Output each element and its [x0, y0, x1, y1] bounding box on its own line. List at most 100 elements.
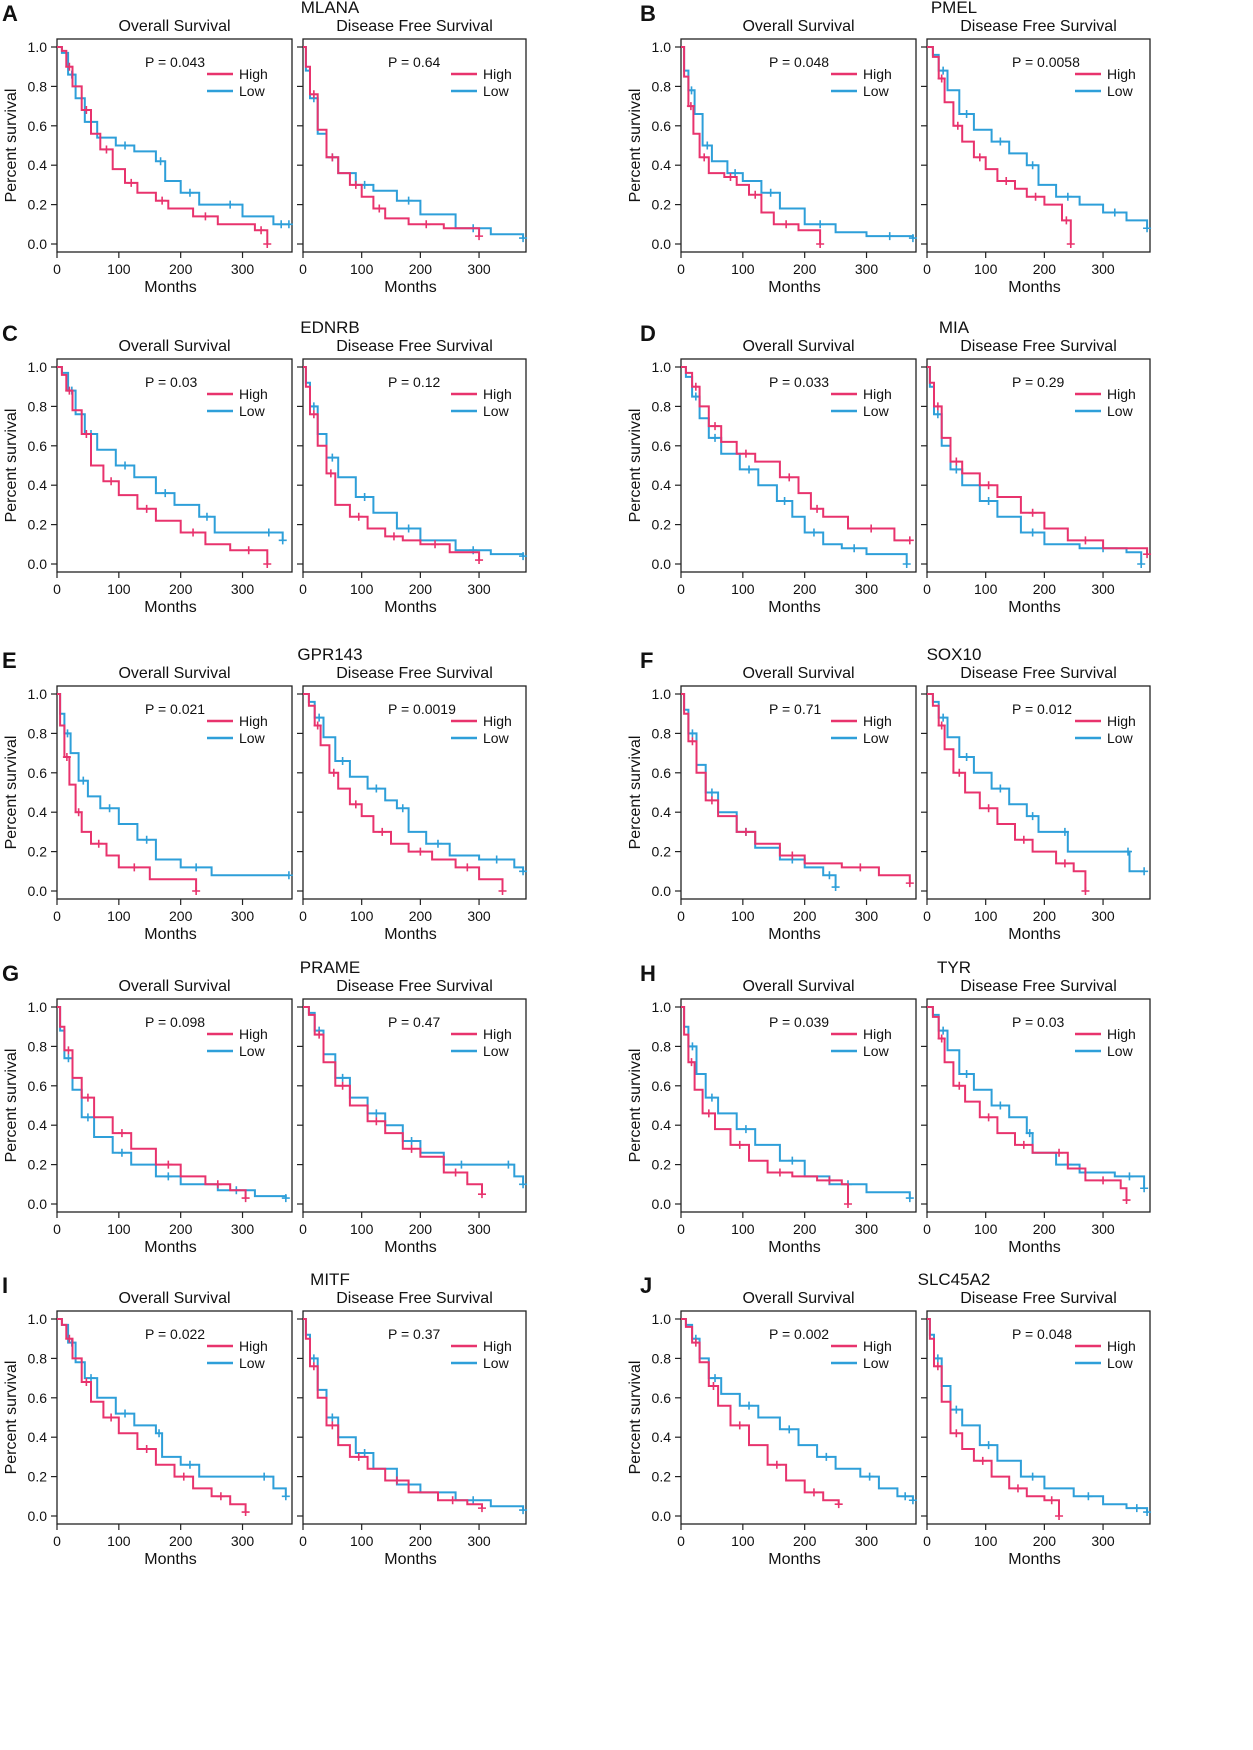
high-censor-mark: [65, 386, 74, 395]
gene-name: EDNRB: [300, 318, 360, 337]
disease-free-survival-plot: Disease Free Survival 0 100 200 300 Months P =…: [921, 665, 1151, 943]
high-censor-mark: [1060, 859, 1069, 868]
y-tick-label: 1.0: [28, 39, 48, 55]
x-axis-label: Months: [384, 1551, 436, 1568]
x-tick-label: 200: [409, 1533, 433, 1549]
y-tick-label: 0.2: [28, 197, 48, 213]
x-tick-label: 200: [409, 908, 433, 924]
panel-d: D MIA Overall Survival 0.0 0.2 0.4 0.6 0.8 1.0 0 1…: [627, 318, 1152, 616]
x-axis-label: Months: [144, 926, 196, 943]
x-axis-label: Months: [768, 1551, 820, 1568]
high-censor-mark: [825, 1176, 834, 1185]
legend-low-label: Low: [863, 1355, 890, 1371]
low-censor-mark: [407, 1136, 416, 1145]
low-censor-mark: [277, 220, 286, 229]
high-censor-mark: [711, 422, 720, 431]
low-censor-mark: [1063, 192, 1072, 201]
plot-frame: [56, 38, 293, 253]
high-censor-mark: [952, 1429, 961, 1438]
panel-label: J: [640, 1273, 652, 1298]
y-tick-label: 1.0: [28, 686, 48, 702]
y-tick-label: 1.0: [652, 39, 672, 55]
low-censor-mark: [1028, 528, 1037, 537]
low-censor-mark: [822, 1452, 831, 1461]
high-expression-curve: [927, 693, 1087, 891]
p-value-label: P = 0.043: [145, 54, 205, 70]
plot-frame: [680, 685, 917, 900]
high-censor-mark: [83, 1093, 92, 1102]
disease-free-survival-plot: Disease Free Survival 0 100 200 300 Months P =…: [297, 338, 528, 616]
high-censor-mark: [351, 800, 360, 809]
x-tick-label: 0: [677, 1221, 685, 1237]
high-censor-mark: [315, 1030, 324, 1039]
y-tick-label: 1.0: [28, 1311, 48, 1327]
x-tick-label: 200: [169, 1533, 193, 1549]
x-tick-label: 300: [467, 261, 491, 277]
low-censor-mark: [372, 1109, 381, 1118]
low-censor-mark: [338, 1073, 347, 1082]
high-censor-mark: [952, 457, 961, 466]
x-tick-label: 200: [409, 261, 433, 277]
low-censor-mark: [691, 392, 700, 401]
high-censor-mark: [1066, 240, 1075, 248]
gene-name: SOX10: [927, 645, 982, 664]
y-tick-label: 0.6: [28, 438, 48, 454]
x-tick-label: 300: [855, 261, 879, 277]
panel-c: C EDNRB Overall Survival 0.0 0.2 0.4 0.6 0.8 1.0…: [2, 318, 528, 616]
low-censor-mark: [372, 784, 381, 793]
y-tick-label: 0.6: [28, 765, 48, 781]
high-censor-mark: [65, 62, 74, 71]
low-censor-mark: [952, 1405, 961, 1414]
plot-frame: [926, 685, 1151, 900]
p-value-label: P = 0.048: [769, 54, 829, 70]
x-axis-label: Months: [768, 279, 820, 296]
y-tick-label: 0.6: [652, 118, 672, 134]
low-censor-mark: [79, 776, 88, 785]
low-censor-mark: [939, 66, 948, 75]
overall-survival-plot: Overall Survival 0.0 0.2 0.4 0.6 0.8 1.0 0 100 20…: [627, 1290, 917, 1568]
legend-low-label: Low: [239, 1043, 266, 1059]
high-censor-mark: [475, 232, 484, 241]
legend-high-label: High: [239, 386, 268, 402]
low-censor-mark: [703, 141, 712, 150]
high-censor-mark: [351, 180, 360, 189]
high-censor-mark: [937, 721, 946, 730]
y-tick-label: 0.0: [652, 883, 672, 899]
low-censor-mark: [908, 234, 917, 243]
y-tick-label: 0.4: [28, 1429, 48, 1445]
overall-survival-plot: Overall Survival 0.0 0.2 0.4 0.6 0.8 1.0 0 100 20…: [3, 1290, 293, 1568]
x-tick-label: 100: [350, 1221, 374, 1237]
legend-low-label: Low: [483, 1355, 510, 1371]
low-censor-mark: [902, 560, 911, 568]
low-censor-mark: [1132, 1504, 1141, 1513]
y-axis-label: Percent survival: [3, 736, 20, 850]
high-censor-mark: [1099, 1176, 1108, 1185]
high-censor-mark: [775, 1168, 784, 1177]
x-axis-label: Months: [384, 1239, 436, 1256]
p-value-label: P = 0.098: [145, 1014, 205, 1030]
legend-low-label: Low: [239, 83, 266, 99]
high-censor-mark: [709, 1381, 718, 1390]
y-axis-label: Percent survival: [3, 409, 20, 523]
dfs-title: Disease Free Survival: [960, 665, 1117, 682]
y-tick-label: 0.2: [28, 517, 48, 533]
x-tick-label: 100: [974, 261, 998, 277]
gene-name: MITF: [310, 1270, 350, 1289]
y-axis-label: Percent survival: [3, 1049, 20, 1163]
legend-high-label: High: [239, 713, 268, 729]
high-censor-mark: [94, 839, 103, 848]
panel-f: F SOX10 Overall Survival 0.0 0.2 0.4 0.6 0.8 1.0…: [627, 645, 1151, 943]
x-tick-label: 200: [793, 1221, 817, 1237]
x-tick-label: 200: [793, 1533, 817, 1549]
x-tick-label: 300: [1091, 1533, 1115, 1549]
high-censor-mark: [704, 1109, 713, 1118]
plot-frame: [680, 358, 917, 573]
legend-low-label: Low: [863, 730, 890, 746]
high-censor-mark: [686, 102, 695, 111]
plot-frame: [302, 38, 527, 253]
y-tick-label: 0.0: [28, 1196, 48, 1212]
x-axis-label: Months: [1008, 1551, 1060, 1568]
legend-high-label: High: [483, 1338, 512, 1354]
x-axis-label: Months: [1008, 599, 1060, 616]
y-tick-label: 0.2: [652, 1157, 672, 1173]
